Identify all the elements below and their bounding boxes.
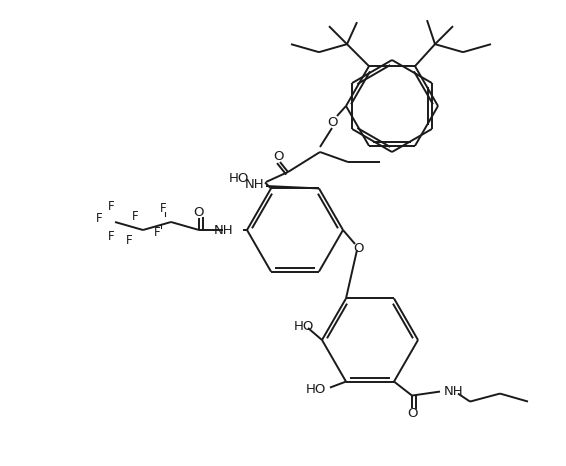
- Text: NH: NH: [245, 178, 264, 191]
- Text: O: O: [194, 206, 204, 219]
- Text: F: F: [132, 210, 138, 222]
- Text: F: F: [96, 212, 102, 225]
- Text: HO: HO: [229, 172, 249, 185]
- Text: O: O: [407, 407, 417, 420]
- Text: F: F: [108, 229, 114, 242]
- Text: O: O: [354, 241, 365, 254]
- Text: NH: NH: [444, 385, 464, 398]
- Text: NH: NH: [213, 224, 233, 237]
- Text: F: F: [108, 199, 114, 212]
- Text: O: O: [273, 150, 283, 163]
- Text: O: O: [327, 116, 337, 129]
- Text: F: F: [160, 201, 166, 214]
- Text: F: F: [154, 226, 160, 239]
- Text: HO: HO: [294, 320, 314, 333]
- Text: F: F: [126, 233, 132, 247]
- Text: HO: HO: [306, 383, 326, 396]
